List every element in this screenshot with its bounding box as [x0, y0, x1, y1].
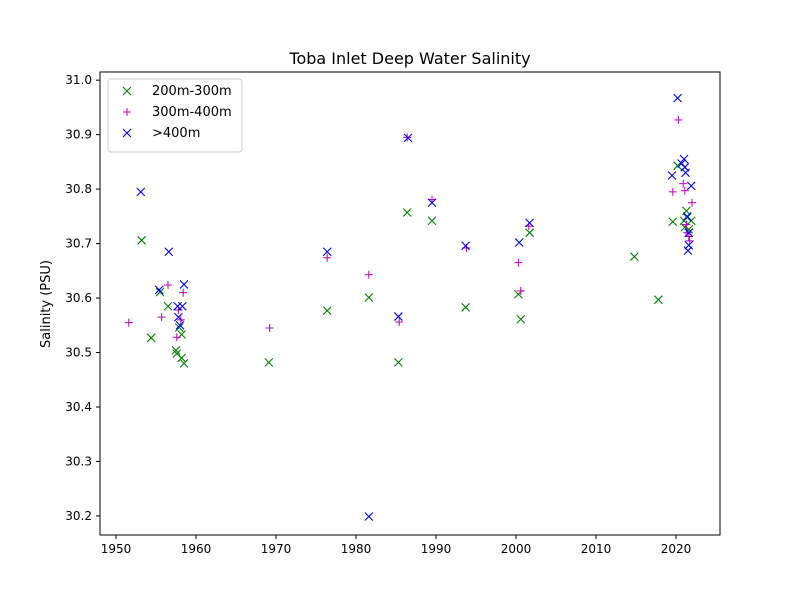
- legend-marker: [122, 128, 132, 138]
- data-point: [174, 323, 184, 332]
- data-point: [668, 217, 678, 227]
- data-point: [630, 252, 639, 262]
- y-tick-label: 30.5: [65, 346, 92, 360]
- data-point: [684, 228, 694, 238]
- data-point: [179, 359, 189, 368]
- x-tick-label: 2000: [501, 542, 532, 556]
- data-point: [514, 258, 523, 267]
- data-point: [685, 236, 694, 245]
- y-tick-label: 31.0: [65, 73, 92, 87]
- data-point: [146, 333, 156, 343]
- data-point: [654, 295, 663, 305]
- data-point: [322, 306, 332, 315]
- y-tick-label: 30.8: [65, 182, 92, 196]
- legend-entry: >400m: [122, 126, 200, 141]
- data-point: [679, 179, 688, 188]
- data-point: [667, 171, 677, 180]
- legend-marker: [123, 108, 131, 116]
- data-point: [427, 216, 437, 226]
- data-point: [461, 241, 470, 251]
- data-point: [136, 187, 146, 197]
- data-point: [264, 357, 274, 367]
- data-point: [178, 301, 187, 311]
- x-tick-label: 2020: [661, 542, 692, 556]
- y-tick-label: 30.6: [65, 291, 92, 305]
- legend-label: 300m-400m: [152, 105, 232, 120]
- data-point: [680, 186, 689, 195]
- data-point: [179, 288, 188, 297]
- data-points-layer: [124, 93, 696, 521]
- x-tick-label: 1960: [181, 542, 212, 556]
- data-point: [684, 232, 693, 241]
- data-point: [175, 320, 185, 330]
- x-tick-label: 1990: [421, 542, 452, 556]
- data-point: [137, 235, 146, 245]
- data-point: [177, 353, 186, 363]
- data-point: [394, 357, 403, 367]
- data-point: [154, 285, 164, 295]
- data-point: [686, 181, 696, 191]
- x-tick-label: 1970: [261, 542, 292, 556]
- legend-marker: [122, 86, 132, 96]
- data-point: [688, 198, 696, 207]
- data-point: [322, 247, 332, 257]
- data-point: [395, 318, 404, 327]
- x-tick-label: 1980: [341, 542, 372, 556]
- data-point: [683, 246, 693, 256]
- data-point: [682, 211, 692, 221]
- data-point: [394, 312, 403, 321]
- data-point: [403, 133, 413, 143]
- data-point: [683, 228, 692, 237]
- data-point: [364, 293, 374, 302]
- data-point: [323, 253, 332, 262]
- data-point: [516, 314, 526, 324]
- data-point: [163, 301, 173, 311]
- data-point: [682, 220, 691, 229]
- data-point: [525, 218, 534, 228]
- axis-ticks-layer: 1950 1960 1970 1980 1990 2000 2010 2020 30.2 30.3…: [65, 73, 691, 556]
- data-point: [174, 312, 183, 322]
- data-point: [514, 238, 524, 247]
- data-point: [461, 302, 470, 312]
- data-point: [679, 154, 689, 164]
- data-point: [171, 345, 181, 355]
- x-tick-label: 2010: [581, 542, 612, 556]
- data-point: [427, 198, 437, 208]
- data-point: [402, 208, 412, 217]
- chart-title: Toba Inlet Deep Water Salinity: [288, 49, 530, 68]
- y-tick-label: 30.3: [65, 454, 92, 468]
- legend-box: [107, 78, 243, 153]
- legend-entry: 200m-300m: [122, 84, 232, 99]
- y-tick-label: 30.7: [65, 237, 92, 251]
- data-point: [681, 168, 690, 178]
- y-tick-label: 30.4: [65, 400, 92, 414]
- data-point: [364, 270, 373, 279]
- data-point: [164, 280, 172, 289]
- data-point: [157, 313, 166, 322]
- data-point: [364, 512, 374, 521]
- data-point: [668, 187, 677, 196]
- y-axis-label: Salinity (PSU): [39, 260, 54, 348]
- data-point: [155, 287, 165, 297]
- data-point: [164, 247, 174, 257]
- legend-label: >400m: [152, 126, 200, 141]
- data-point: [179, 280, 189, 289]
- y-tick-label: 30.2: [65, 509, 92, 523]
- legend-label: 200m-300m: [152, 84, 232, 99]
- y-tick-label: 30.9: [65, 128, 92, 142]
- data-point: [124, 318, 133, 327]
- plot-area-frame: [99, 71, 721, 536]
- data-point: [525, 228, 534, 238]
- data-point: [172, 333, 181, 342]
- data-point: [673, 93, 682, 103]
- series-2: [136, 93, 696, 521]
- data-point: [516, 286, 525, 295]
- data-point: [674, 115, 683, 124]
- legend: 200m-300m 300m-400m >400m: [107, 78, 243, 153]
- legend-entry: 300m-400m: [123, 105, 232, 120]
- data-point: [265, 324, 274, 333]
- x-tick-label: 1950: [101, 542, 132, 556]
